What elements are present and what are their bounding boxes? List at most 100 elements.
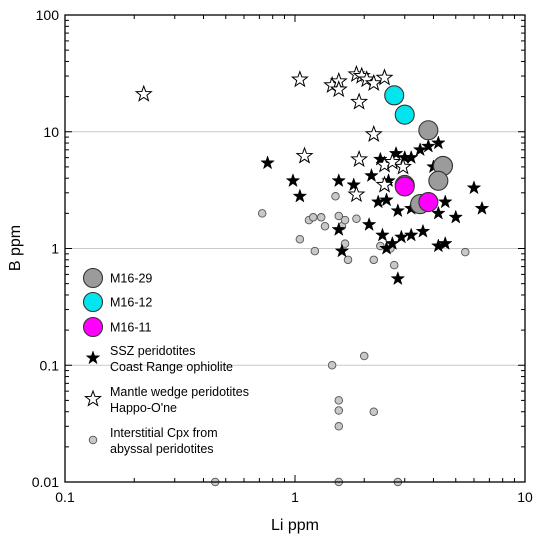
data-point [375,68,394,86]
data-point [352,214,361,223]
data-point [364,167,379,183]
data-point [285,173,301,188]
data-point [390,203,406,218]
data-point [428,170,449,191]
data-point [347,185,366,203]
data-point [394,176,415,197]
legend-marker [83,389,103,407]
data-point [389,260,399,270]
data-point [420,138,436,153]
data-point [331,192,340,201]
legend-marker [88,435,98,445]
data-point [310,246,320,256]
data-point [364,73,383,91]
y-axis-title: B ppm [7,225,24,271]
legend: M16-29 M16-12 M16-11 SSZ peridotites Coast R… [82,267,249,456]
data-point [359,351,369,361]
axis-ticks [64,15,525,483]
data-point [364,124,383,143]
legend-marker [82,316,104,338]
data-point [383,152,402,170]
data-point [350,92,369,110]
data-point [334,243,350,258]
legend-label: Coast Range ophiolite [110,360,233,374]
data-point [418,120,439,141]
data-point [418,191,439,213]
data-point [340,239,350,248]
legend-marker [82,267,104,289]
data-point [340,215,350,225]
data-point [260,155,275,170]
data-point [331,173,347,188]
data-point [415,223,431,238]
legend-marker [82,291,104,313]
y-tick-label: 100 [36,7,60,23]
data-point [437,194,453,209]
series-interstitial-cpx-from-abyssal-peridotites [210,192,470,487]
data-point [350,149,369,168]
data-point [384,85,405,106]
data-point [430,205,446,220]
data-point [370,194,386,209]
legend-label: Happo-O'ne [110,401,177,415]
data-point [369,255,379,265]
legend-item: Interstitial Cpx from abyssal peridotites [88,426,218,456]
data-point [334,422,344,431]
data-point [403,227,419,242]
legend-item: M16-11 [82,316,152,338]
legend-label: M16-29 [110,272,152,286]
series-m16-11 [394,176,439,213]
data-point [334,396,344,405]
data-point [295,146,314,164]
data-point [308,213,318,222]
data-point [375,227,390,242]
y-tick-label: 1 [51,241,59,257]
legend-item: SSZ peridotites Coast Range ophiolite [85,344,233,374]
data-point [461,247,470,257]
data-point [379,192,394,207]
data-point [430,135,446,150]
data-point [316,213,326,222]
legend-item: M16-29 [82,267,152,289]
legend-label: abyssal peridotites [110,442,214,456]
data-point [290,70,309,88]
data-point [329,80,348,98]
data-point [394,157,413,175]
data-point [390,271,406,286]
data-point [295,235,305,244]
series-mantle-wedge-peridotites-happo-o-ne [134,64,413,203]
data-point [331,221,347,236]
y-tick-label: 0.01 [32,474,59,490]
data-point [437,235,453,250]
legend-label: SSZ peridotites [110,344,195,358]
data-point [393,229,409,244]
x-tick-label: 1 [291,489,299,505]
series-m16-12 [384,85,415,125]
data-point [343,255,353,265]
legend-marker [85,350,101,365]
data-point [346,177,362,192]
data-point [134,84,153,102]
y-tick-label: 10 [43,124,59,140]
legend-label: Interstitial Cpx from [110,426,218,440]
data-point [361,216,377,231]
data-point [412,142,428,157]
legend-item: M16-12 [82,291,152,313]
data-point [334,211,344,221]
x-tick-label: 0.1 [55,489,75,505]
data-point [257,209,267,218]
legend-label: Mantle wedge peridotites [110,385,249,399]
legend-label: M16-12 [110,296,152,310]
data-point [474,200,490,215]
data-marks [134,64,490,487]
data-point [334,406,344,415]
data-point [320,222,330,231]
data-point [327,361,337,370]
x-axis-title: Li ppm [271,517,319,534]
data-point [448,209,464,224]
data-point [466,180,482,195]
data-point [394,104,415,125]
data-point [292,188,308,203]
legend-label: M16-11 [110,321,152,335]
